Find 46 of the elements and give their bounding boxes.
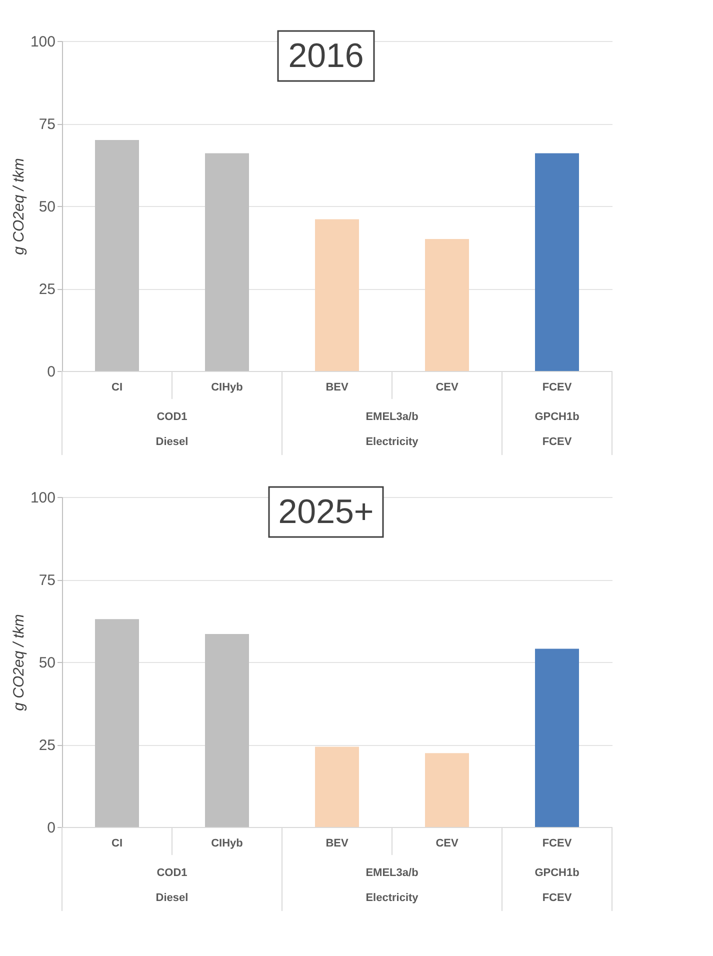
y-tick-label: 75	[38, 116, 56, 133]
x-tick-label: CI	[112, 382, 122, 394]
y-tick-label: 25	[38, 281, 56, 298]
y-tick-label: 100	[30, 490, 56, 506]
x-tick-label: BEV	[326, 382, 349, 394]
x-tick-label: CEV	[436, 382, 459, 394]
y-tick-label: 50	[38, 654, 56, 672]
y-tick-label: 0	[47, 364, 56, 380]
x-tick-label: FCEV	[542, 838, 572, 850]
chart-title: 2016	[288, 37, 364, 75]
x-tick-label: CEV	[436, 838, 459, 850]
text: COD1	[156, 411, 188, 423]
y-tick-label: 25	[38, 737, 56, 754]
y-tick-label: 0	[47, 820, 56, 836]
text: GPCH1b	[534, 867, 580, 879]
text: Electricity	[366, 892, 420, 904]
bar	[535, 648, 579, 827]
bar	[315, 746, 359, 827]
y-axis-title: g CO2eq / tkm	[10, 614, 28, 711]
text: Diesel	[156, 436, 188, 448]
bar	[205, 634, 249, 827]
bar	[205, 153, 249, 371]
text: FCEV	[542, 436, 572, 448]
bar	[95, 619, 139, 827]
x-tick-label: CIHyb	[211, 382, 244, 394]
text: EMEL3a/b	[366, 867, 419, 879]
bar	[425, 753, 469, 827]
y-tick-label: 100	[30, 34, 56, 50]
bar	[315, 219, 359, 371]
bar	[425, 239, 469, 371]
x-tick-label: CIHyb	[211, 838, 244, 850]
text: FCEV	[542, 892, 572, 904]
bar	[95, 140, 139, 371]
text: COD1	[156, 867, 188, 879]
text: Diesel	[156, 892, 188, 904]
y-tick-label: 75	[38, 572, 56, 589]
text: Electricity	[366, 436, 420, 448]
y-tick-label: 50	[38, 198, 56, 216]
chart-title: 2025+	[278, 493, 374, 531]
y-axis-title: g CO2eq / tkm	[10, 158, 28, 255]
text: EMEL3a/b	[366, 411, 419, 423]
text: GPCH1b	[534, 411, 580, 423]
x-tick-label: CI	[112, 838, 122, 850]
x-tick-label: BEV	[326, 838, 349, 850]
x-tick-label: FCEV	[542, 382, 572, 394]
bar	[535, 153, 579, 371]
